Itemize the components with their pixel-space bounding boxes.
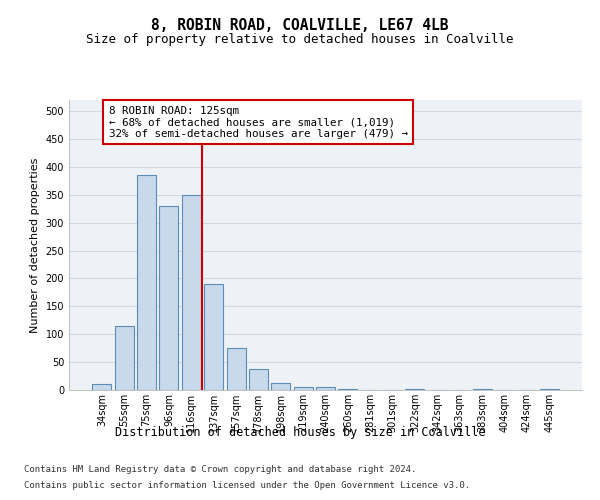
Bar xyxy=(271,384,290,390)
Text: Size of property relative to detached houses in Coalville: Size of property relative to detached ho… xyxy=(86,32,514,46)
Text: 8 ROBIN ROAD: 125sqm
← 68% of detached houses are smaller (1,019)
32% of semi-de: 8 ROBIN ROAD: 125sqm ← 68% of detached h… xyxy=(109,106,407,139)
Bar xyxy=(293,386,313,390)
Text: Contains public sector information licensed under the Open Government Licence v3: Contains public sector information licen… xyxy=(24,480,470,490)
Text: 8, ROBIN ROAD, COALVILLE, LE67 4LB: 8, ROBIN ROAD, COALVILLE, LE67 4LB xyxy=(151,18,449,32)
Text: Contains HM Land Registry data © Crown copyright and database right 2024.: Contains HM Land Registry data © Crown c… xyxy=(24,466,416,474)
Text: Distribution of detached houses by size in Coalville: Distribution of detached houses by size … xyxy=(115,426,485,439)
Bar xyxy=(539,389,559,390)
Bar xyxy=(204,284,223,390)
Bar xyxy=(160,206,178,390)
Bar xyxy=(115,326,134,390)
Bar xyxy=(137,176,156,390)
Bar xyxy=(227,348,245,390)
Bar xyxy=(316,387,335,390)
Bar xyxy=(249,369,268,390)
Bar xyxy=(473,389,491,390)
Y-axis label: Number of detached properties: Number of detached properties xyxy=(30,158,40,332)
Bar xyxy=(92,384,112,390)
Bar xyxy=(182,195,201,390)
